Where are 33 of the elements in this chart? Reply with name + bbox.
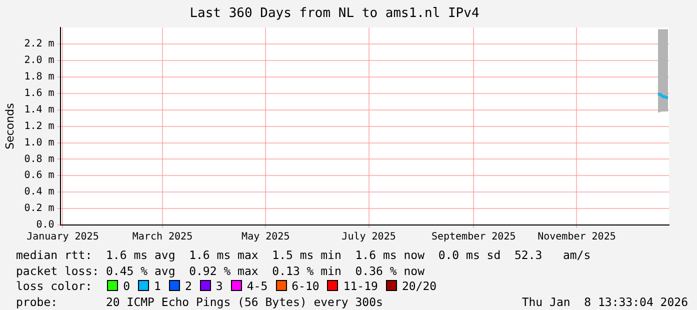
y-tick-label: 1.8 m <box>24 72 54 83</box>
y-tick-label: 0.4 m <box>24 186 54 198</box>
text: 0 <box>123 279 130 293</box>
y-tick-label: 2.0 m <box>24 55 54 66</box>
y-tick-label: 0.0 <box>36 220 54 231</box>
y-tick-label: 1.4 m <box>24 104 54 116</box>
text: 3 <box>216 279 223 293</box>
y-tick-label: 1.2 m <box>24 120 54 132</box>
y-tick-label: 0.8 m <box>24 154 54 165</box>
text: probe: 20 ICMP Echo Pings (56 Bytes) every 300s <box>16 294 383 308</box>
text: 1 <box>154 279 161 293</box>
x-tick-label: March 2025 <box>132 232 193 243</box>
y-tick-label: 1.6 m <box>24 88 54 99</box>
x-tick-label: September 2025 <box>431 232 516 243</box>
text: 6-10 <box>292 279 320 293</box>
x-tick-label: May 2025 <box>242 232 290 243</box>
x-tick-label: July 2025 <box>342 232 396 243</box>
text: Thu Jan 8 13:33:04 2026 <box>522 294 688 310</box>
chart-title: Last 360 Days from NL to ams1.nl IPv4 <box>190 6 480 22</box>
text: 20/20 <box>402 279 437 293</box>
text: 4-5 <box>246 279 268 293</box>
y-tick-label: 1.0 m <box>24 137 54 148</box>
y-axis-title: Seconds <box>3 102 16 150</box>
y-tick-label: 2.2 m <box>24 38 54 50</box>
x-tick-label: January 2025 <box>26 232 99 243</box>
text: 11-19 <box>343 279 378 293</box>
text: packet loss: 0.45 % avg 0.92 % max 0.13 % min 0.36 % now <box>16 264 426 279</box>
text: 2 <box>184 279 192 293</box>
text: loss color: <box>16 279 92 293</box>
y-tick-label: 0.2 m <box>24 203 54 214</box>
x-tick-label: November 2025 <box>538 232 616 243</box>
y-tick-label: 0.6 m <box>24 170 54 182</box>
text: median rtt: 1.6 ms avg 1.6 ms max 1.5 ms min 1.6 ms now 0.0 ms sd 52.3 am/s <box>16 248 592 264</box>
